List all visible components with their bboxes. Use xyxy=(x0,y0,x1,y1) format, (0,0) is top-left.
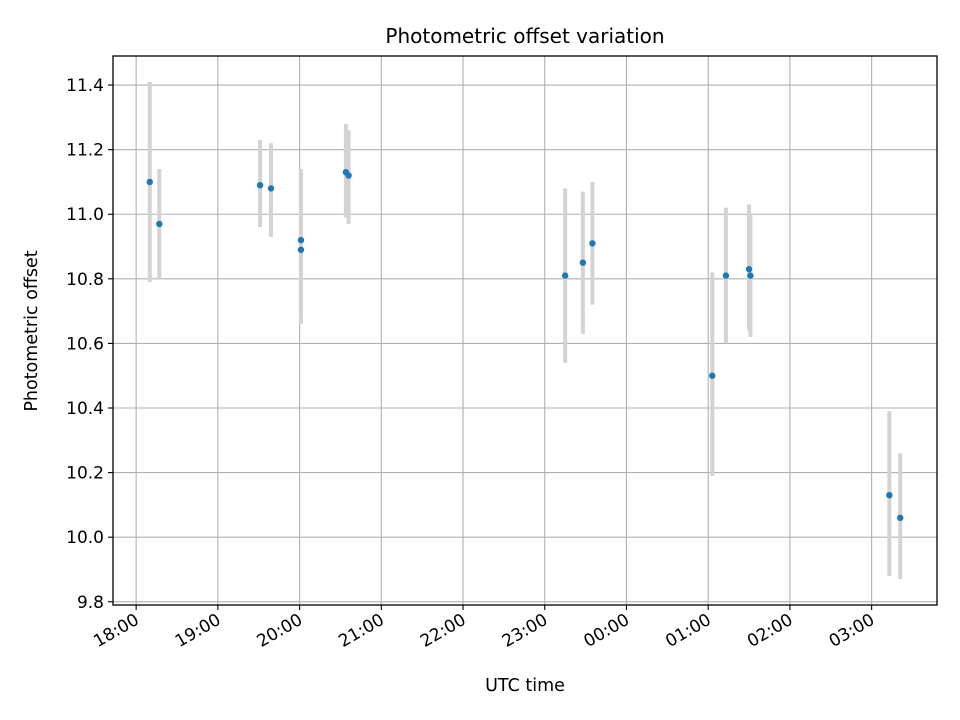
y-tick-label: 10.2 xyxy=(66,464,104,484)
y-tick-label: 10.0 xyxy=(66,528,104,548)
y-tick-label: 11.4 xyxy=(66,76,104,96)
y-tick-label: 11.2 xyxy=(66,141,104,161)
data-point xyxy=(709,372,716,379)
data-point xyxy=(897,514,904,522)
grid xyxy=(113,56,937,605)
y-tick-label: 10.4 xyxy=(66,399,104,419)
data-point xyxy=(146,178,153,186)
y-axis-title: Photometric offset xyxy=(22,250,42,411)
data-point xyxy=(561,272,569,279)
y-tick-label: 10.6 xyxy=(66,334,104,354)
data-point xyxy=(745,265,753,273)
chart-title: Photometric offset variation xyxy=(385,24,664,48)
data-point xyxy=(297,236,305,244)
data-point xyxy=(256,181,264,189)
y-tick-label: 9.8 xyxy=(77,593,104,613)
data-point xyxy=(886,492,893,499)
data-point xyxy=(345,172,352,179)
data-points xyxy=(146,169,904,522)
data-point xyxy=(156,220,163,228)
y-tick-label: 11.0 xyxy=(66,205,104,225)
data-point xyxy=(297,246,305,253)
plot-frame xyxy=(112,55,938,606)
x-axis-title: UTC time xyxy=(485,676,565,696)
data-point xyxy=(579,259,587,266)
data-point xyxy=(747,272,754,279)
data-point xyxy=(267,185,275,192)
data-point xyxy=(589,240,596,247)
y-tick-label: 10.8 xyxy=(66,270,104,290)
data-point xyxy=(722,272,730,279)
